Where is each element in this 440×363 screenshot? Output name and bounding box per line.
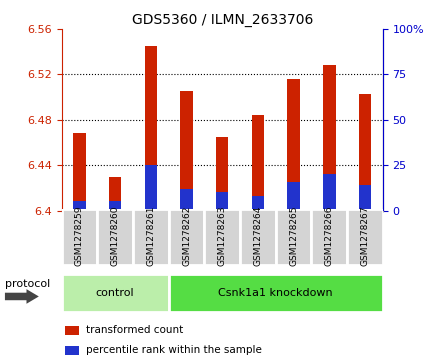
Text: GSM1278262: GSM1278262 (182, 205, 191, 266)
Bar (180, 189, 193, 211)
Bar (133, 209, 169, 265)
Bar (287, 182, 300, 211)
Text: GSM1278265: GSM1278265 (289, 205, 298, 266)
Text: GSM1278267: GSM1278267 (360, 205, 370, 266)
Text: transformed count: transformed count (86, 325, 183, 335)
Bar (65, 326, 79, 335)
Bar (73, 134, 86, 211)
Title: GDS5360 / ILMN_2633706: GDS5360 / ILMN_2633706 (132, 13, 313, 26)
Bar (204, 209, 240, 265)
Bar (62, 209, 97, 265)
Bar (312, 209, 347, 265)
Bar (216, 137, 228, 211)
Text: GSM1278263: GSM1278263 (218, 205, 227, 266)
FancyArrow shape (5, 289, 39, 304)
Bar (359, 185, 371, 211)
Bar (169, 274, 383, 312)
Bar (323, 174, 336, 211)
Bar (145, 165, 157, 211)
Text: Csnk1a1 knockdown: Csnk1a1 knockdown (218, 288, 333, 298)
Text: GSM1278264: GSM1278264 (253, 205, 262, 266)
Bar (109, 201, 121, 211)
Bar (252, 196, 264, 211)
Bar (252, 115, 264, 211)
Text: percentile rank within the sample: percentile rank within the sample (86, 345, 262, 355)
Bar (65, 346, 79, 355)
Bar (145, 46, 157, 211)
Bar (276, 209, 312, 265)
Bar (359, 94, 371, 211)
Bar (323, 65, 336, 211)
Bar (62, 274, 169, 312)
Text: protocol: protocol (5, 279, 50, 289)
Text: control: control (96, 288, 135, 298)
Text: GSM1278260: GSM1278260 (110, 205, 120, 266)
Text: GSM1278266: GSM1278266 (325, 205, 334, 266)
Bar (109, 176, 121, 211)
Bar (97, 209, 133, 265)
Bar (169, 209, 204, 265)
Text: GSM1278259: GSM1278259 (75, 205, 84, 266)
Bar (73, 201, 86, 211)
Bar (240, 209, 276, 265)
Bar (347, 209, 383, 265)
Bar (287, 79, 300, 211)
Bar (216, 192, 228, 211)
Bar (180, 91, 193, 211)
Text: GSM1278261: GSM1278261 (147, 205, 155, 266)
